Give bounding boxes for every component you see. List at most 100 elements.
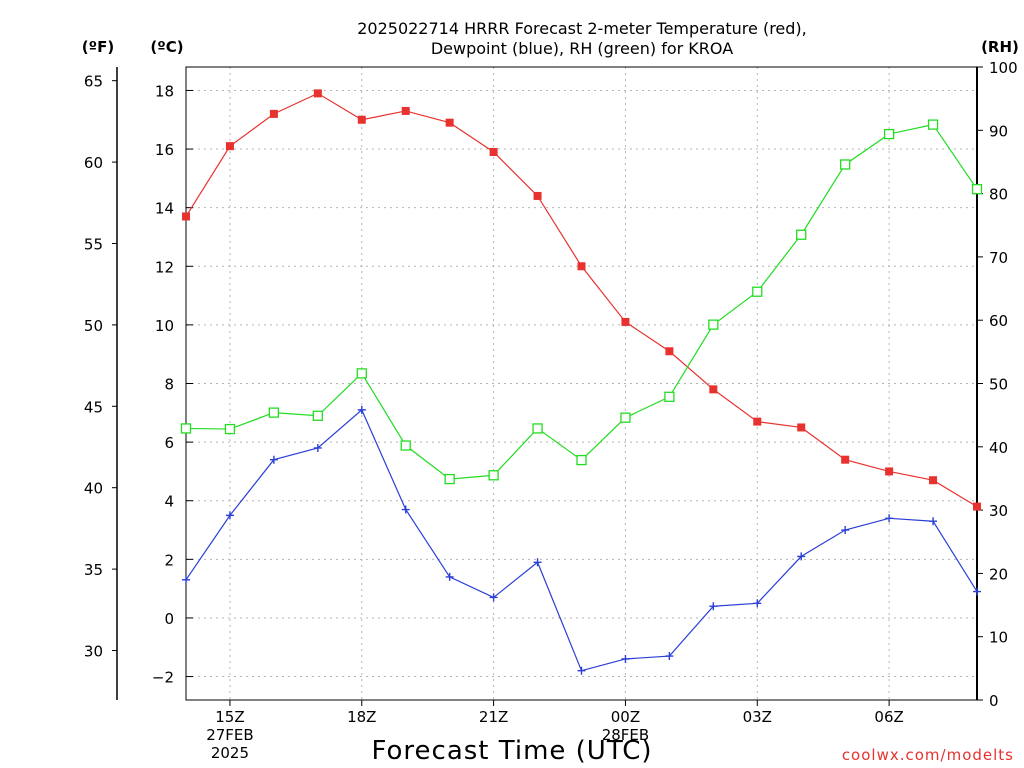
- data-point: [664, 391, 675, 402]
- tick-labels: 181614121086420−265605550454035301009080…: [84, 59, 1018, 762]
- rh-tick-label: 100: [989, 59, 1018, 77]
- celsius-axis-label: (ºC): [150, 38, 183, 56]
- rh-tick-label: 10: [989, 629, 1008, 647]
- celsius-tick-label: 2: [164, 551, 174, 569]
- data-point: [269, 109, 278, 118]
- rh-tick-label: 90: [989, 122, 1008, 140]
- celsius-tick-label: 18: [155, 82, 174, 100]
- data-point: [225, 511, 234, 520]
- fahrenheit-tick-label: 50: [84, 317, 103, 335]
- data-point: [400, 440, 411, 451]
- data-series: [180, 89, 983, 675]
- data-point: [532, 423, 543, 434]
- data-point: [620, 412, 631, 423]
- data-point: [269, 455, 278, 464]
- data-point: [665, 652, 674, 661]
- series-open-square: [180, 119, 983, 485]
- data-point: [971, 184, 983, 195]
- data-point: [929, 517, 938, 526]
- data-point: [973, 502, 981, 511]
- rh-axis-label: (RH): [981, 38, 1019, 56]
- rh-tick-label: 70: [989, 249, 1008, 267]
- data-point: [883, 128, 895, 140]
- x-tick-label: 06Z: [874, 708, 903, 726]
- x-tick-label: 21Z: [479, 708, 508, 726]
- data-point: [797, 423, 806, 432]
- rh-tick-label: 20: [989, 565, 1008, 583]
- data-point: [885, 514, 894, 523]
- data-point: [225, 142, 234, 151]
- source-credit: coolwx.com/modelts: [842, 746, 1014, 764]
- data-point: [577, 262, 586, 271]
- data-point: [929, 476, 938, 485]
- rh-tick-label: 60: [989, 312, 1008, 330]
- celsius-tick-label: 8: [164, 376, 174, 394]
- fahrenheit-axis-label: (ºF): [82, 38, 114, 56]
- data-point: [401, 505, 410, 514]
- data-point: [708, 319, 719, 330]
- data-point: [709, 385, 718, 394]
- celsius-tick-label: 6: [164, 434, 174, 452]
- data-point: [313, 89, 322, 98]
- data-point: [753, 417, 762, 426]
- rh-tick-label: 40: [989, 439, 1008, 457]
- chart-title-line-1: 2025022714 HRRR Forecast 2-meter Tempera…: [357, 19, 807, 38]
- data-point: [753, 599, 762, 608]
- data-point: [488, 470, 499, 481]
- data-point: [577, 666, 586, 675]
- fahrenheit-tick-label: 60: [84, 154, 103, 172]
- data-point: [797, 552, 806, 561]
- data-point: [665, 347, 674, 356]
- x-tick-label: 2025: [211, 744, 249, 762]
- fahrenheit-tick-label: 35: [84, 561, 103, 579]
- data-point: [752, 286, 763, 297]
- data-point: [357, 115, 366, 124]
- data-point: [182, 212, 190, 221]
- chart-title-line-2: Dewpoint (blue), RH (green) for KROA: [431, 39, 733, 58]
- x-axis-label: Forecast Time (UTC): [371, 736, 652, 766]
- data-point: [313, 443, 322, 452]
- x-tick-label: 28FEB: [602, 726, 649, 744]
- data-point: [709, 602, 718, 611]
- data-point: [445, 572, 454, 581]
- x-tick-label: 15Z: [215, 708, 244, 726]
- data-point: [841, 526, 850, 535]
- series-filled-square: [182, 89, 981, 511]
- grid-lines: [186, 67, 977, 700]
- data-point: [533, 191, 542, 200]
- data-point: [621, 317, 630, 326]
- data-point: [489, 593, 498, 602]
- data-point: [489, 147, 498, 156]
- data-point: [312, 410, 323, 421]
- data-point: [621, 654, 630, 663]
- data-point: [180, 423, 192, 434]
- x-tick-label: 00Z: [611, 708, 640, 726]
- celsius-tick-label: 16: [155, 141, 174, 159]
- celsius-tick-label: 12: [155, 258, 174, 276]
- data-point: [533, 558, 542, 567]
- data-point: [841, 455, 850, 464]
- data-point: [182, 575, 190, 584]
- fahrenheit-tick-label: 45: [84, 398, 103, 416]
- data-point: [268, 407, 280, 418]
- x-tick-label: 03Z: [743, 708, 772, 726]
- rh-tick-label: 0: [989, 692, 999, 710]
- data-point: [445, 118, 454, 127]
- celsius-tick-label: 10: [155, 317, 174, 335]
- data-point: [885, 467, 894, 476]
- fahrenheit-tick-label: 65: [84, 73, 103, 91]
- celsius-tick-label: 0: [164, 610, 174, 628]
- fahrenheit-tick-label: 30: [84, 643, 103, 661]
- data-point: [840, 159, 851, 170]
- series-line: [185, 123, 978, 480]
- axes: [112, 66, 983, 706]
- data-point: [357, 405, 366, 414]
- x-tick-label: 18Z: [347, 708, 376, 726]
- fahrenheit-tick-label: 55: [84, 235, 103, 253]
- rh-tick-label: 80: [989, 186, 1008, 204]
- x-tick-label: 27FEB: [206, 726, 253, 744]
- data-point: [444, 473, 455, 485]
- celsius-tick-label: 4: [164, 493, 174, 511]
- series-plus: [182, 405, 981, 675]
